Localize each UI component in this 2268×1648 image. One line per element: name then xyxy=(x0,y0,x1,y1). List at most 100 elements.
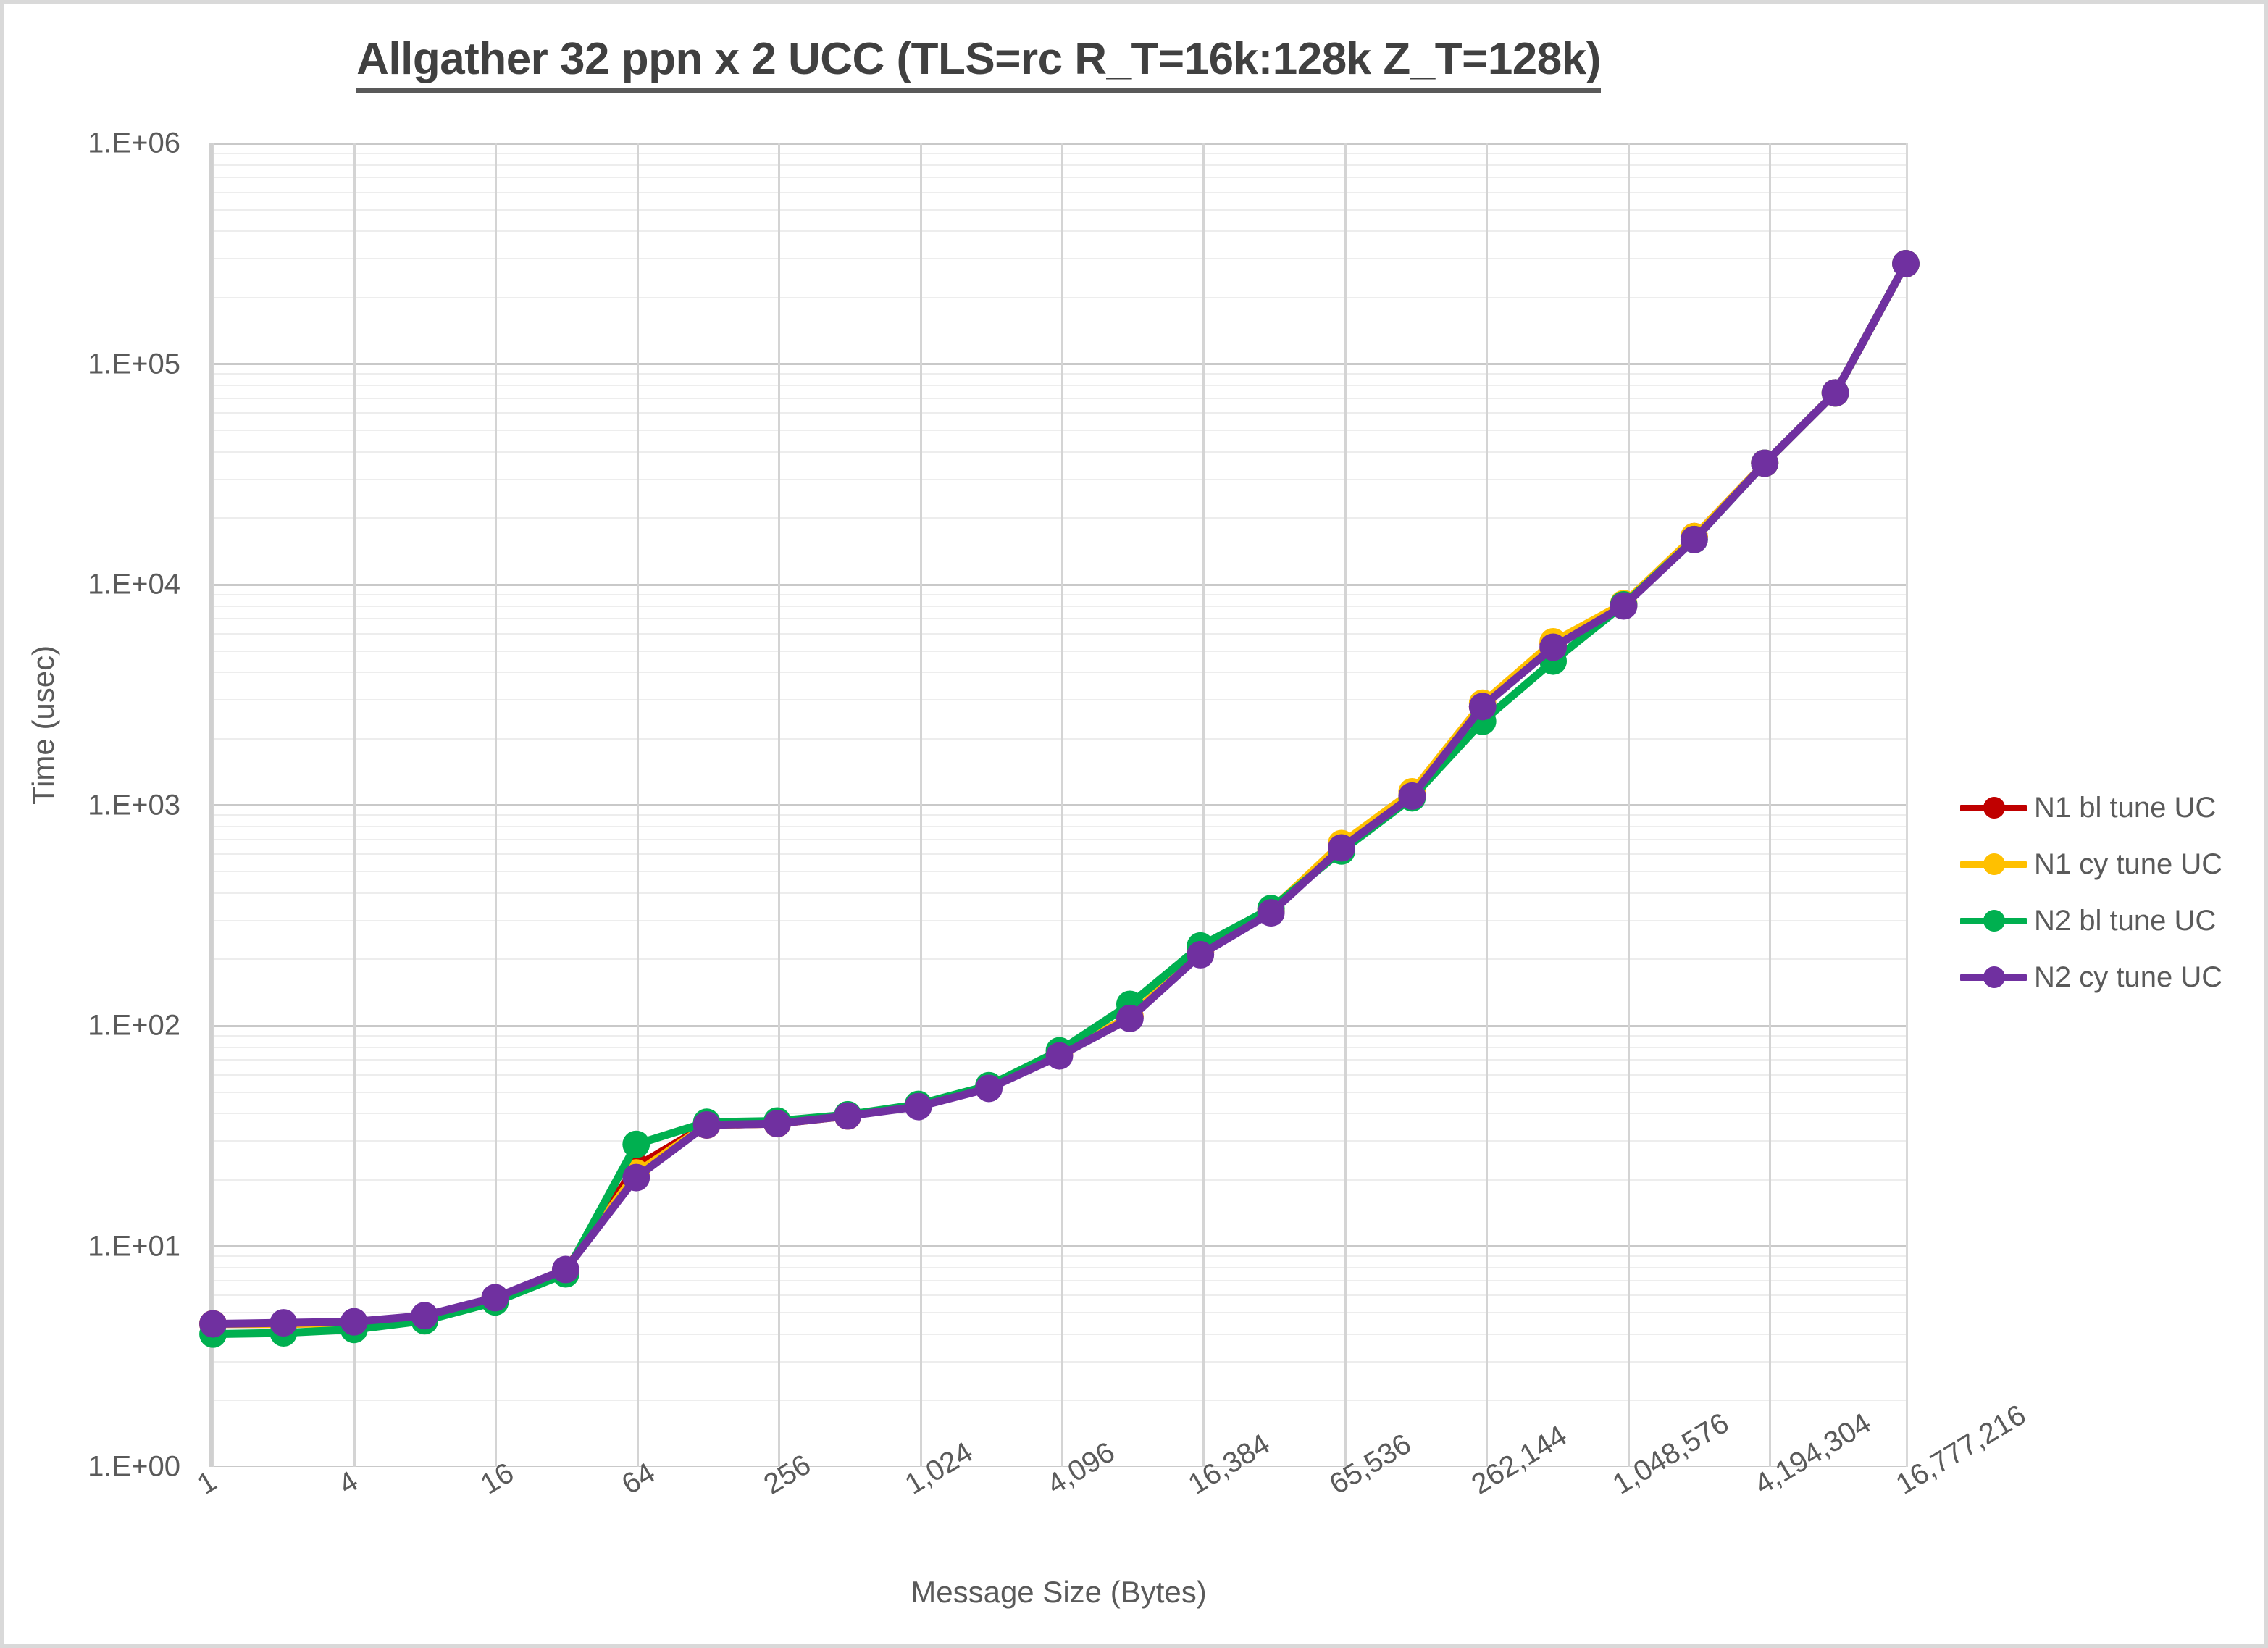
gridline-minor-horizontal xyxy=(213,1360,1906,1363)
y-axis-tick-labels: 1.E+00 1.E+01 1.E+02 1.E+03 1.E+04 1.E+05 1.E+… xyxy=(4,127,196,1483)
gridline-minor-horizontal xyxy=(213,451,1906,453)
legend-item-label: N1 bl tune UC xyxy=(2034,791,2217,824)
gridline-minor-horizontal xyxy=(213,478,1906,480)
x-tick-label: 1 xyxy=(192,1465,222,1501)
gridline-minor-horizontal xyxy=(213,258,1906,260)
gridline-minor-horizontal xyxy=(213,1312,1906,1314)
gridline-major-horizontal xyxy=(213,1465,1906,1467)
gridline-minor-horizontal xyxy=(213,737,1906,740)
data-point-marker xyxy=(622,1163,650,1192)
gridline-minor-horizontal xyxy=(213,191,1906,193)
legend-marker-icon xyxy=(1960,797,2027,819)
data-point-marker xyxy=(1468,693,1497,721)
data-point-marker xyxy=(1257,899,1285,927)
gridline-minor-horizontal xyxy=(213,296,1906,298)
gridline-minor-horizontal xyxy=(213,209,1906,211)
gridline-vertical xyxy=(213,143,214,1467)
gridline-vertical xyxy=(1202,143,1205,1467)
gridline-minor-horizontal xyxy=(213,593,1906,595)
gridline-minor-horizontal xyxy=(213,605,1906,607)
data-point-marker xyxy=(340,1308,368,1336)
legend-marker-icon xyxy=(1960,853,2027,875)
x-axis-tick-labels: 1 4 16 64 256 1,024 4,096 16,384 65,536 262,144 1,… xyxy=(192,1399,2031,1582)
gridline-major-horizontal xyxy=(213,1245,1906,1247)
data-point-marker xyxy=(975,1074,1003,1103)
data-point-marker xyxy=(551,1255,579,1284)
data-point-marker xyxy=(269,1309,298,1337)
gridline-minor-horizontal xyxy=(213,892,1906,894)
chart-title: Allgather 32 ppn x 2 UCC (TLS=rc R_T=16k… xyxy=(4,33,1953,93)
y-tick-label: 1.E+04 xyxy=(88,568,180,601)
gridline-minor-horizontal xyxy=(213,373,1906,375)
gridline-major-horizontal xyxy=(213,583,1906,586)
gridline-vertical xyxy=(1344,143,1347,1467)
gridline-minor-horizontal xyxy=(213,618,1906,620)
y-tick-label: 1.E+01 xyxy=(88,1230,180,1262)
gridline-major-horizontal xyxy=(213,1024,1906,1027)
gridline-minor-horizontal xyxy=(213,1333,1906,1335)
x-tick-label: 16,777,216 xyxy=(1891,1398,2032,1501)
legend-item-label: N1 cy tune UC xyxy=(2034,848,2223,880)
series-line xyxy=(209,259,1910,1329)
data-point-marker xyxy=(1680,525,1708,553)
gridline-minor-horizontal xyxy=(213,958,1906,961)
data-point-marker xyxy=(763,1110,791,1138)
gridline-minor-horizontal xyxy=(213,1074,1906,1076)
gridline-minor-horizontal xyxy=(213,632,1906,635)
x-tick-label: 4 xyxy=(333,1465,364,1501)
gridline-vertical xyxy=(495,143,498,1467)
gridline-minor-horizontal xyxy=(213,1113,1906,1115)
legend-item-label: N2 cy tune UC xyxy=(2034,961,2223,993)
gridline-minor-horizontal xyxy=(213,814,1906,816)
gridline-vertical xyxy=(778,143,781,1467)
gridline-minor-horizontal xyxy=(213,152,1906,154)
gridline-major-horizontal xyxy=(213,804,1906,806)
gridline-minor-horizontal xyxy=(213,230,1906,233)
gridline-minor-horizontal xyxy=(213,1400,1906,1402)
gridline-minor-horizontal xyxy=(213,826,1906,827)
gridline-minor-horizontal xyxy=(213,919,1906,921)
gridline-minor-horizontal xyxy=(213,1294,1906,1297)
gridline-vertical xyxy=(636,143,639,1467)
data-point-marker xyxy=(1187,940,1215,969)
data-point-marker xyxy=(834,1102,862,1130)
gridline-minor-horizontal xyxy=(213,412,1906,414)
legend-dot-swatch xyxy=(1983,966,2005,988)
legend-dot-swatch xyxy=(1983,797,2005,819)
data-point-marker xyxy=(1328,834,1355,862)
gridline-minor-horizontal xyxy=(213,430,1906,432)
data-point-marker xyxy=(1398,782,1426,810)
gridline-vertical xyxy=(1486,143,1489,1467)
data-point-marker xyxy=(199,1310,227,1338)
data-point-marker xyxy=(1045,1042,1074,1070)
legend-item[interactable]: N1 bl tune UC xyxy=(1960,779,2250,836)
gridline-minor-horizontal xyxy=(213,853,1906,856)
legend-item[interactable]: N1 cy tune UC xyxy=(1960,836,2250,892)
gridline-minor-horizontal xyxy=(213,650,1906,652)
gridline-vertical xyxy=(919,143,922,1467)
gridline-vertical xyxy=(353,143,356,1467)
data-point-marker xyxy=(1116,1004,1144,1032)
series-line xyxy=(209,259,1910,1329)
data-point-marker xyxy=(481,1284,509,1312)
data-point-marker xyxy=(1821,379,1849,407)
gridline-minor-horizontal xyxy=(213,385,1906,386)
gridline-vertical xyxy=(1061,143,1063,1467)
legend-dot-swatch xyxy=(1983,853,2005,875)
gridline-minor-horizontal xyxy=(213,1267,1906,1268)
series-1 xyxy=(199,249,1920,1338)
gridline-minor-horizontal xyxy=(213,177,1906,179)
chart-title-text: Allgather 32 ppn x 2 UCC (TLS=rc R_T=16k… xyxy=(356,34,1601,93)
gridline-minor-horizontal xyxy=(213,1279,1906,1281)
plot-area-wrapper xyxy=(199,143,1920,1467)
series-0 xyxy=(199,249,1920,1338)
data-point-marker xyxy=(622,1130,650,1158)
y-tick-label: 1.E+05 xyxy=(88,348,180,380)
data-point-marker xyxy=(1751,449,1779,477)
legend-item[interactable]: N2 cy tune UC xyxy=(1960,949,2250,1005)
series-3 xyxy=(199,249,1920,1338)
data-point-marker xyxy=(1610,592,1638,620)
legend-item[interactable]: N2 bl tune UC xyxy=(1960,892,2250,949)
series-line xyxy=(209,259,1910,1329)
